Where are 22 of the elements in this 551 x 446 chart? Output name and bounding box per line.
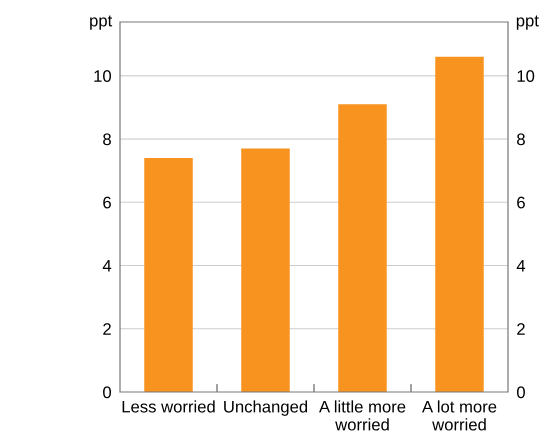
bar bbox=[241, 148, 290, 392]
x-tick-label: Less worried bbox=[122, 400, 215, 413]
y2-tick-label: 0 bbox=[516, 386, 525, 398]
y-tick-label: 2 bbox=[103, 323, 111, 335]
x-tick-label: A lot more worried bbox=[422, 400, 496, 431]
y-tick-label: 0 bbox=[103, 386, 112, 398]
bar bbox=[435, 56, 484, 392]
y2-axis-title: ppt bbox=[516, 16, 539, 30]
y-tick-label: 10 bbox=[94, 70, 112, 82]
y-tick-label: 8 bbox=[103, 133, 111, 146]
y2-tick-label: 2 bbox=[517, 323, 525, 335]
y2-tick-label: 4 bbox=[516, 260, 526, 272]
x-tick-label: Unchanged bbox=[224, 400, 308, 416]
y-tick-label: 6 bbox=[103, 196, 111, 208]
x-tick-label: A little more worried bbox=[319, 400, 406, 431]
y2-tick-label: 6 bbox=[517, 196, 525, 208]
y-tick-label: 4 bbox=[102, 260, 112, 272]
y2-tick-label: 8 bbox=[517, 133, 525, 146]
bar bbox=[338, 104, 387, 392]
bar bbox=[144, 158, 193, 392]
y2-tick-label: 10 bbox=[518, 70, 534, 82]
y-axis-title: ppt bbox=[90, 16, 112, 30]
